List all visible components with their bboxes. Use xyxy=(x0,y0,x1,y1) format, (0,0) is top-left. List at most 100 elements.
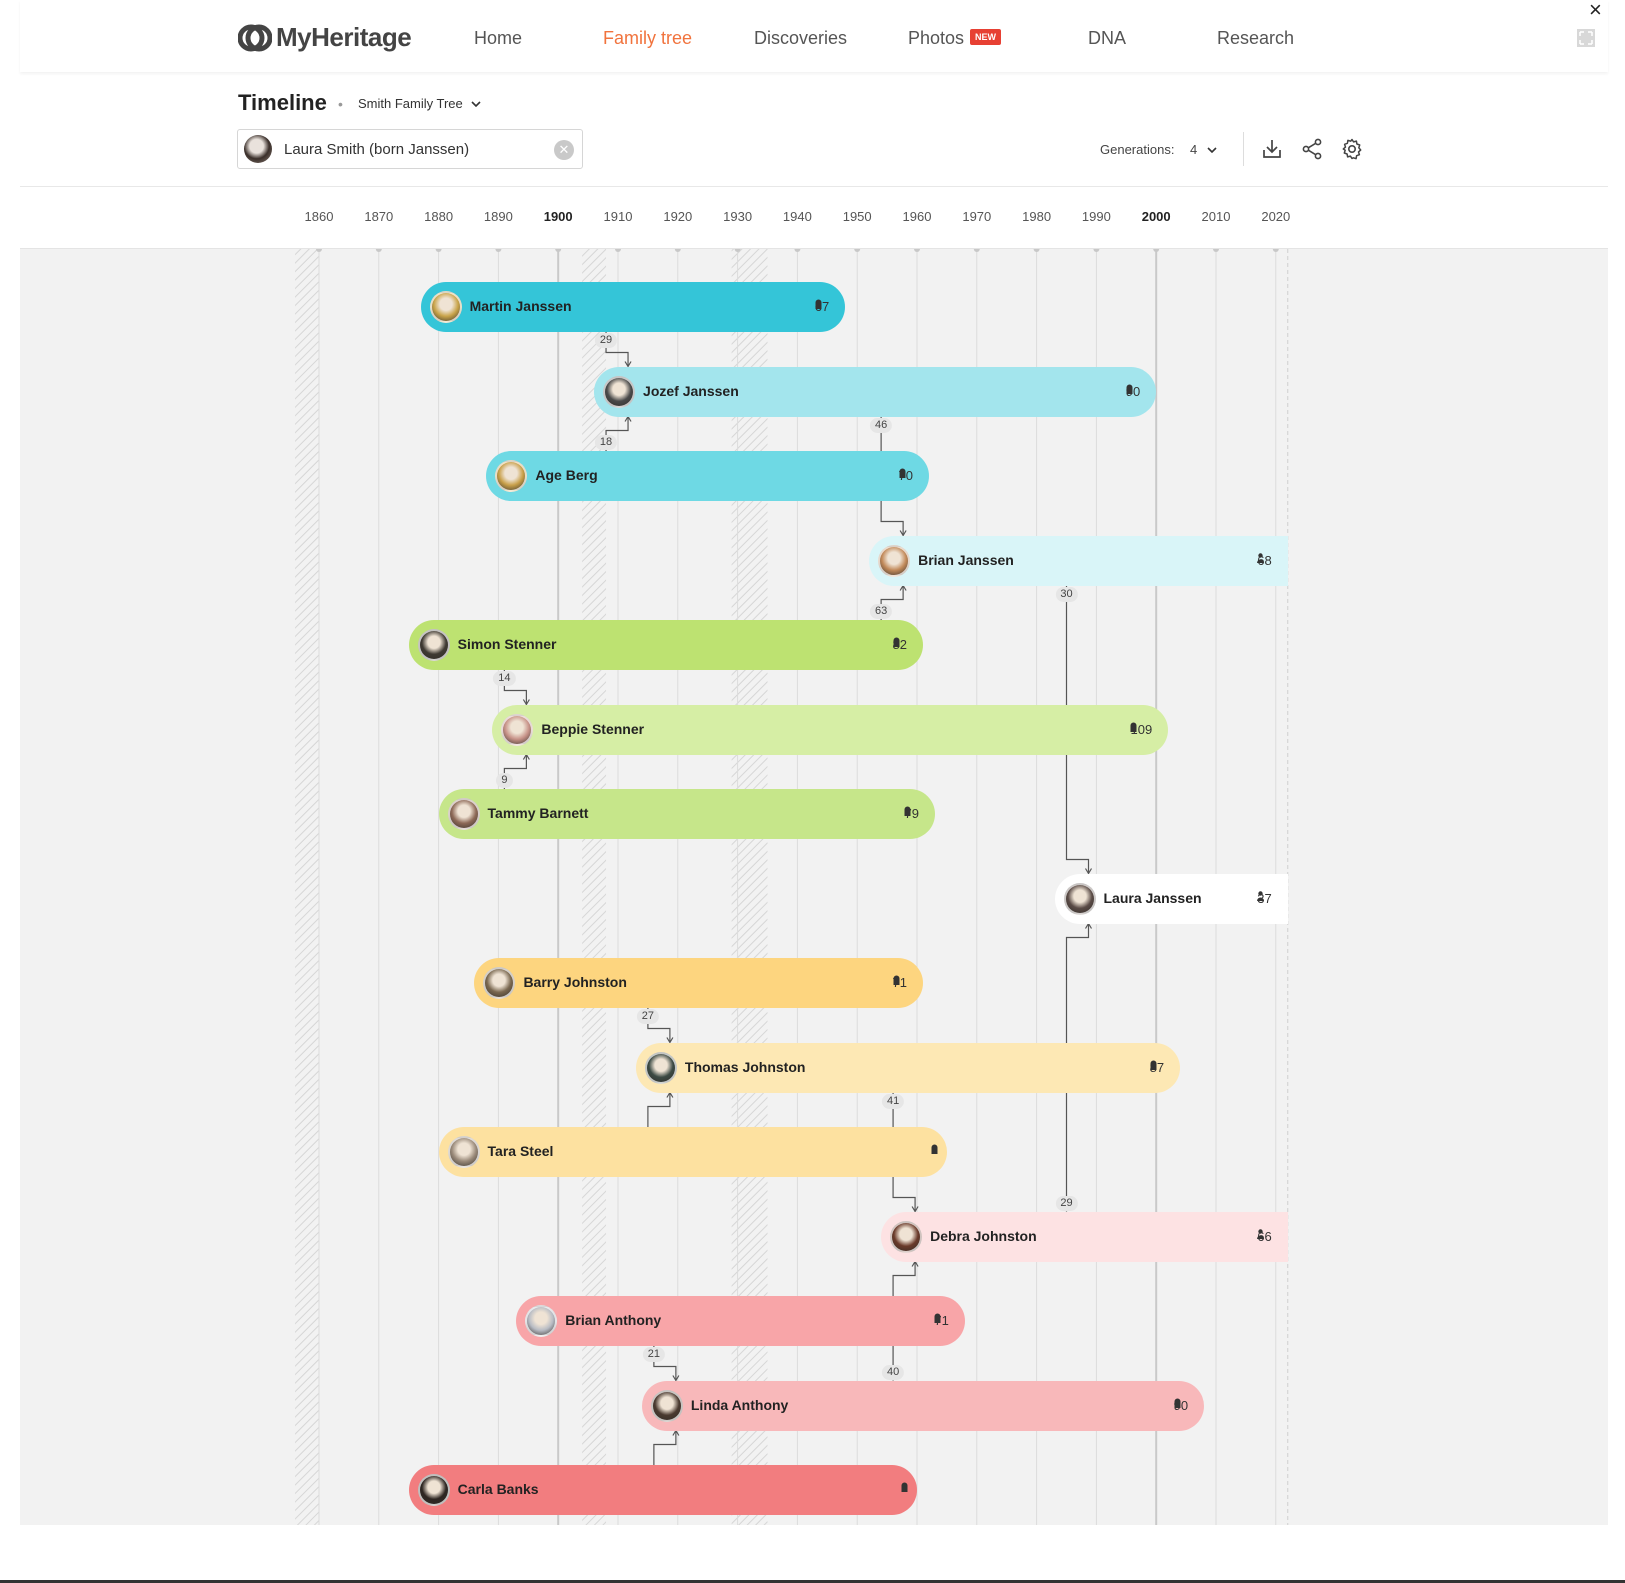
person-avatar[interactable] xyxy=(429,291,462,323)
nav-photos[interactable]: Photos NEW xyxy=(908,28,1002,49)
axis-tick-label: 1980 xyxy=(1022,209,1052,224)
axis-tick-label: 1990 xyxy=(1081,209,1111,224)
axis-tick-label: 1860 xyxy=(304,209,334,224)
person-avatar[interactable] xyxy=(644,1051,677,1084)
person-avatar[interactable] xyxy=(878,544,911,577)
share-icon[interactable] xyxy=(1300,137,1324,161)
person-search-value: Laura Smith (born Janssen) xyxy=(284,141,470,158)
person-bar[interactable]: Laura Janssen 37 xyxy=(1054,873,1288,924)
person-bar[interactable]: Brian Janssen 68 xyxy=(869,535,1288,586)
tombstone-icon xyxy=(901,1482,908,1492)
parent-link-line xyxy=(653,1430,677,1465)
generation-gap-label: 14 xyxy=(493,671,516,686)
person-bar[interactable]: Debra Johnston 66 xyxy=(881,1211,1288,1262)
window-bottom-edge xyxy=(0,1580,1625,1583)
generation-gap-label: 30 xyxy=(1055,586,1078,602)
person-age: 71 xyxy=(934,1313,948,1328)
link-arrow xyxy=(899,584,907,591)
axis-line xyxy=(20,248,1608,249)
person-icon xyxy=(1257,552,1265,563)
person-bar[interactable]: Jozef Janssen 90 xyxy=(594,366,1157,417)
link-arrow xyxy=(672,1429,680,1436)
person-bar[interactable]: Simon Stenner 82 xyxy=(408,620,924,670)
myheritage-logo[interactable]: MyHeritage xyxy=(238,22,412,53)
person-name: Carla Banks xyxy=(457,1481,539,1497)
axis-tick-label: 1880 xyxy=(424,209,454,224)
person-bar[interactable]: Brian Anthony 71 xyxy=(516,1296,965,1346)
person-age: 79 xyxy=(904,806,918,821)
new-badge: NEW xyxy=(970,29,1002,46)
person-search-input[interactable]: Laura Smith (born Janssen) ✕ xyxy=(237,129,583,169)
tombstone-icon xyxy=(899,468,906,478)
person-bar[interactable]: Age Berg 70 xyxy=(486,451,929,501)
person-name: Beppie Stenner xyxy=(541,720,645,737)
person-avatar[interactable] xyxy=(603,375,636,408)
nav-discoveries[interactable]: Discoveries xyxy=(754,28,848,48)
axis-tick-label: 1900 xyxy=(543,209,573,224)
fullscreen-icon[interactable] xyxy=(1577,29,1595,47)
person-bar[interactable]: Tara Steel xyxy=(438,1127,947,1177)
person-icon xyxy=(1257,1228,1265,1239)
axis-tick-dot xyxy=(555,249,562,252)
person-bar[interactable]: Barry Johnston 71 xyxy=(474,958,924,1008)
tombstone-icon xyxy=(1130,722,1137,732)
person-avatar[interactable] xyxy=(417,629,450,661)
nav-home[interactable]: Home xyxy=(474,28,523,48)
settings-icon[interactable] xyxy=(1340,137,1364,161)
myheritage-logo-icon xyxy=(238,24,272,51)
person-bar[interactable]: Martin Janssen 67 xyxy=(420,282,846,332)
person-name: Brian Janssen xyxy=(918,551,1014,568)
person-avatar[interactable] xyxy=(483,967,516,999)
axis-tick-label: 2020 xyxy=(1261,209,1291,224)
person-avatar[interactable] xyxy=(1063,882,1096,915)
axis-tick-label: 1920 xyxy=(663,209,693,224)
axis-tick-label: 1960 xyxy=(902,209,932,224)
person-avatar[interactable] xyxy=(501,713,534,746)
chevron-down-icon xyxy=(471,100,481,107)
clear-icon[interactable]: ✕ xyxy=(554,140,574,160)
person-bar[interactable]: Thomas Johnston 87 xyxy=(635,1042,1181,1093)
person-name: Thomas Johnston xyxy=(684,1058,806,1075)
nav-research[interactable]: Research xyxy=(1217,28,1295,48)
tombstone-icon xyxy=(1126,384,1133,394)
person-age: 67 xyxy=(815,299,829,314)
person-avatar[interactable] xyxy=(447,798,480,830)
divider xyxy=(1243,132,1244,166)
person-bar[interactable]: Carla Banks xyxy=(408,1465,918,1515)
hatched-period xyxy=(295,249,319,1525)
axis-tick-dot xyxy=(973,249,980,252)
nav-family-tree[interactable]: Family tree xyxy=(603,28,693,48)
tree-selector[interactable]: Smith Family Tree xyxy=(358,96,481,111)
person-avatar[interactable] xyxy=(890,1220,923,1253)
person-avatar[interactable] xyxy=(650,1389,683,1422)
close-button[interactable]: × xyxy=(1589,0,1602,22)
axis-tick-dot xyxy=(1033,249,1040,252)
axis-tick-dot xyxy=(435,249,442,252)
person-age: 87 xyxy=(1150,1060,1164,1075)
avatar xyxy=(244,135,272,163)
generation-gap-label: 63 xyxy=(869,604,893,619)
hatched-period xyxy=(582,249,607,1525)
person-avatar[interactable] xyxy=(525,1305,558,1337)
axis-tick-dot xyxy=(914,249,920,252)
nav-dna[interactable]: DNA xyxy=(1088,28,1127,48)
timeline-chart: 29 18 46 63 14 9 30 27 41 29 21 40 Martin Janssen 67 J… xyxy=(20,249,1608,1525)
generations-select[interactable]: 4 xyxy=(1190,142,1217,157)
tombstone-icon xyxy=(893,637,900,647)
generation-gap-label: 9 xyxy=(496,773,513,788)
axis-tick-label: 1970 xyxy=(962,209,992,224)
download-icon[interactable] xyxy=(1260,137,1284,161)
generation-gap-label: 46 xyxy=(869,417,893,433)
person-avatar[interactable] xyxy=(447,1136,480,1168)
axis-tick-dot xyxy=(794,249,801,252)
person-avatar[interactable] xyxy=(417,1474,450,1506)
person-avatar[interactable] xyxy=(495,460,528,492)
person-bar[interactable]: Beppie Stenner 109 xyxy=(492,704,1169,755)
link-arrow xyxy=(666,1091,674,1098)
person-bar[interactable]: Tammy Barnett 79 xyxy=(438,789,935,839)
person-bar[interactable]: Linda Anthony 90 xyxy=(641,1380,1205,1431)
person-age: 37 xyxy=(1257,891,1272,906)
axis-tick-label: 2010 xyxy=(1201,209,1231,224)
axis-tick-dot xyxy=(615,249,621,252)
generation-gap-label: 21 xyxy=(642,1347,665,1362)
